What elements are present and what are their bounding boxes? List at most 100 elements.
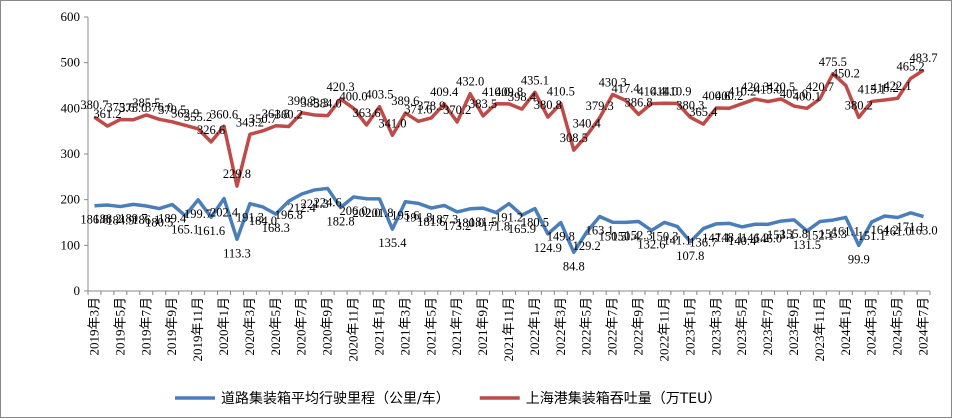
data-label: 180.0 <box>456 216 484 230</box>
data-label: 420.7 <box>806 80 834 94</box>
y-tick-label: 200 <box>61 192 81 207</box>
data-label: 389.6 <box>391 94 419 108</box>
data-label: 199.7 <box>184 207 212 221</box>
data-label: 150.3 <box>650 229 678 243</box>
x-tick-label: 2020年1月 <box>216 297 231 356</box>
data-label: 182.8 <box>327 215 355 229</box>
data-label: 403.5 <box>365 88 393 102</box>
series-line <box>93 68 925 188</box>
data-label: 135.4 <box>378 236 407 250</box>
x-tick-label: 2023年5月 <box>734 297 749 356</box>
data-label: 195.6 <box>391 209 419 223</box>
x-tick-label: 2023年3月 <box>708 297 723 356</box>
x-tick-label: 2021年7月 <box>449 297 464 356</box>
x-tick-label: 2021年5月 <box>423 297 438 356</box>
x-tick-label: 2021年9月 <box>475 297 490 356</box>
x-tick-label: 2019年3月 <box>86 297 101 356</box>
data-label: 221.3 <box>301 197 329 211</box>
x-tick-label: 2023年1月 <box>682 297 697 356</box>
data-label: 191.3 <box>236 211 264 225</box>
data-label: 161.1 <box>832 224 860 238</box>
x-tick-label: 2024年7月 <box>916 297 931 356</box>
x-tick-label: 2020年11月 <box>346 297 361 362</box>
data-label: 152.1 <box>806 229 834 243</box>
data-label: 415.1 <box>858 82 886 96</box>
x-tick-label: 2019年7月 <box>138 297 153 356</box>
data-label: 415.0 <box>754 82 782 96</box>
data-label: 400.1 <box>793 89 821 103</box>
data-label: 107.8 <box>676 249 704 263</box>
data-label: 187.3 <box>430 212 458 226</box>
x-tick-label: 2022年3月 <box>553 297 568 356</box>
data-label: 340.4 <box>573 117 602 131</box>
data-label: 411.0 <box>651 84 679 98</box>
data-label: 308.5 <box>560 131 588 145</box>
x-tick-label: 2022年7月 <box>605 297 620 356</box>
data-label: 371.6 <box>404 102 432 116</box>
data-label: 420.5 <box>767 80 795 94</box>
data-label: 350.7 <box>249 112 277 126</box>
data-label: 355.2 <box>184 110 212 124</box>
data-label: 149.8 <box>547 230 575 244</box>
x-tick-label: 2020年9月 <box>320 297 335 356</box>
data-label: 151.1 <box>858 229 886 243</box>
data-label: 146.2 <box>741 231 769 245</box>
data-label: 165.1 <box>171 223 199 237</box>
y-tick-label: 600 <box>61 9 81 24</box>
data-label: 150.4 <box>612 229 641 243</box>
x-tick-label: 2019年11月 <box>190 297 205 362</box>
data-label: 363.6 <box>352 106 380 120</box>
data-label: 418.2 <box>871 81 899 95</box>
data-label: 370.5 <box>158 103 186 117</box>
data-label: 181.6 <box>417 215 445 229</box>
data-label: 191.8 <box>404 210 432 224</box>
data-label: 422.1 <box>884 79 912 93</box>
data-label: 410.4 <box>637 85 666 99</box>
data-label: 483.7 <box>909 51 937 65</box>
x-tick-label: 2022年5月 <box>579 297 594 356</box>
data-label: 201.8 <box>365 206 393 220</box>
x-tick-label: 2022年1月 <box>527 297 542 356</box>
y-tick-label: 400 <box>61 100 81 115</box>
x-tick-label: 2019年9月 <box>164 297 179 356</box>
data-label: 165.9 <box>508 222 536 236</box>
data-label: 400.0 <box>339 89 367 103</box>
data-label: 405.0 <box>780 87 808 101</box>
data-label: 343.2 <box>236 115 264 129</box>
data-label: 168.3 <box>262 221 290 235</box>
x-tick-label: 2024年3月 <box>864 297 879 356</box>
data-label: 409.8 <box>495 85 523 99</box>
data-label: 186.8 <box>80 213 108 227</box>
data-label: 420.3 <box>327 80 355 94</box>
x-tick-label: 2021年1月 <box>371 297 386 356</box>
data-label: 432.0 <box>456 75 484 89</box>
data-label: 379.3 <box>586 99 614 113</box>
data-label: 212.4 <box>288 201 317 215</box>
data-label: 153.1 <box>767 228 795 242</box>
data-label: 184.0 <box>249 214 277 228</box>
data-label: 360.6 <box>210 107 238 121</box>
data-label: 375.6 <box>106 100 134 114</box>
data-label: 380.3 <box>676 98 704 112</box>
data-label: 384.0 <box>314 97 342 111</box>
data-label: 380.2 <box>845 98 873 112</box>
x-tick-label: 2021年3月 <box>397 297 412 356</box>
data-label: 99.9 <box>848 252 870 266</box>
data-label: 410.2 <box>728 85 756 99</box>
data-label: 124.9 <box>534 241 562 255</box>
data-label: 370.2 <box>443 103 471 117</box>
data-label: 365.4 <box>689 105 718 119</box>
data-label: 150.5 <box>599 229 627 243</box>
x-tick-label: 2022年9月 <box>631 297 646 356</box>
data-label: 191.2 <box>495 211 523 225</box>
data-label: 180.5 <box>521 216 549 230</box>
y-tick-label: 300 <box>61 146 81 161</box>
data-label: 163.0 <box>909 224 937 238</box>
data-label: 181.5 <box>469 215 497 229</box>
data-label: 383.5 <box>469 97 497 111</box>
data-label: 152.3 <box>624 228 652 242</box>
data-label: 164.2 <box>871 223 899 237</box>
y-tick-label: 0 <box>74 283 81 298</box>
x-tick-label: 2022年11月 <box>656 297 671 362</box>
